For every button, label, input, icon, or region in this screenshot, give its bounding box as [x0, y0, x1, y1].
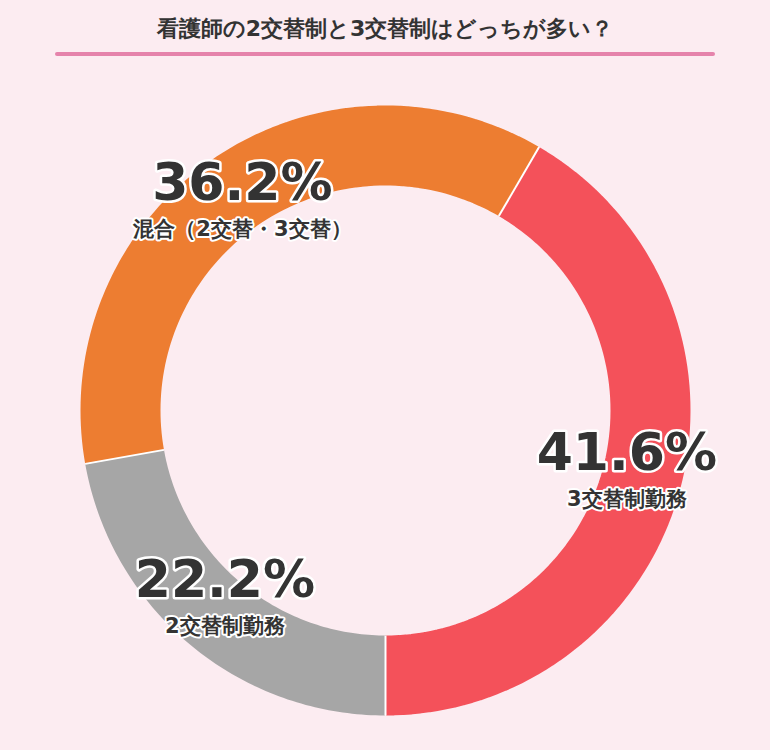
svg-text:3交替制勤務: 3交替制勤務 [567, 487, 687, 511]
html-text:看護師の2交替制と3交替制はどっちが多い？: 看護師の2交替制と3交替制はどっちが多い？ [156, 16, 614, 41]
svg-text:36.2%: 36.2% [152, 152, 332, 212]
svg-text:混合（2交替・3交替）: 混合（2交替・3交替） [132, 217, 351, 241]
svg-text:41.6%: 41.6% [537, 422, 717, 482]
svg-text:22.2%: 22.2% [135, 549, 315, 609]
svg-text:2交替制勤務: 2交替制勤務 [165, 614, 285, 638]
